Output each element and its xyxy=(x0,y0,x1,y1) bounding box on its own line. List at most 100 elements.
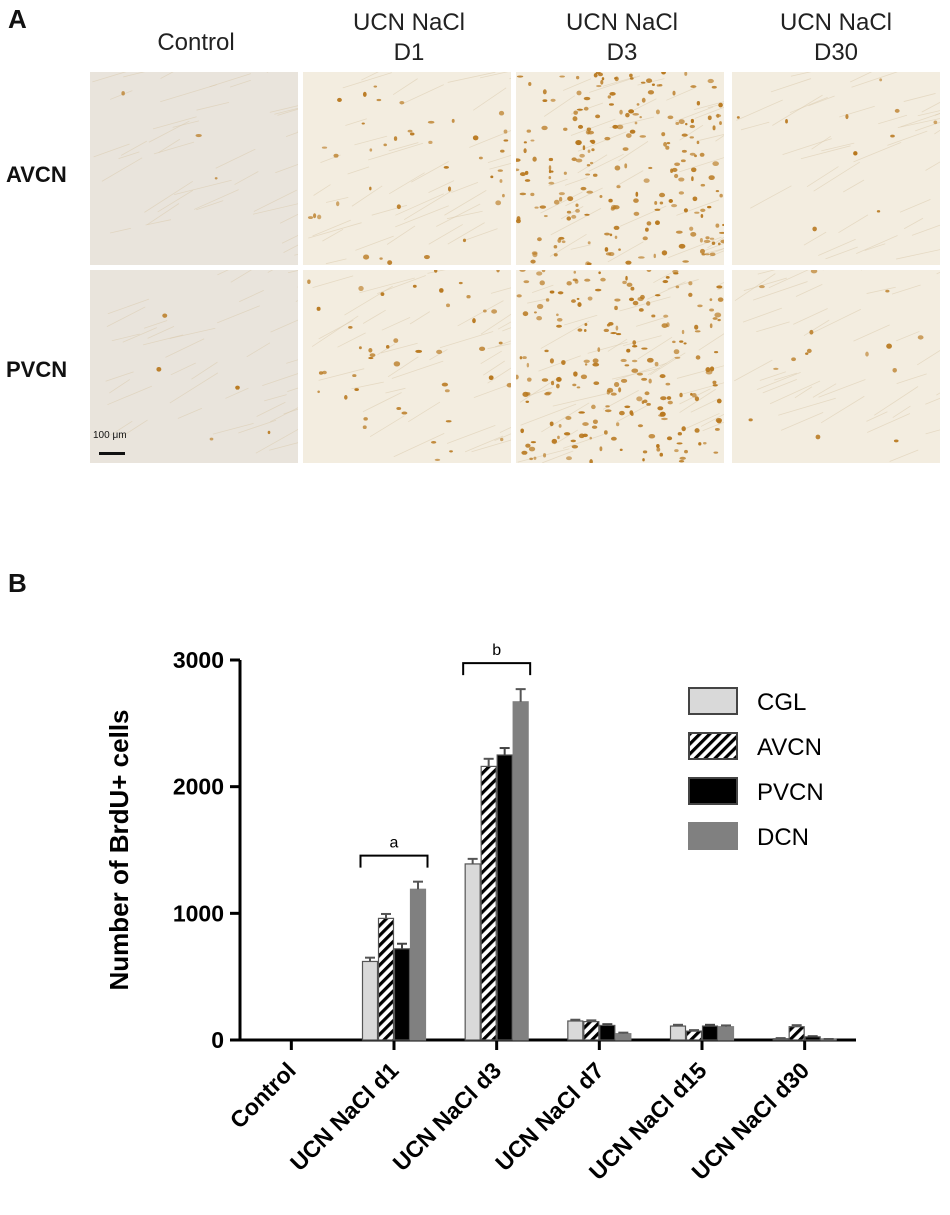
tissue-fiber xyxy=(342,72,392,89)
stained-cell xyxy=(322,370,327,375)
legend-label-pvcn: PVCN xyxy=(757,779,824,806)
stained-cell xyxy=(385,345,390,349)
micrograph-pvcn-d1 xyxy=(303,270,511,463)
stained-cell xyxy=(615,325,619,331)
tissue-fiber xyxy=(325,258,347,265)
stained-cell xyxy=(307,216,314,219)
stained-cell xyxy=(689,136,694,139)
stained-cell xyxy=(628,297,635,302)
tissue-fiber xyxy=(778,397,836,416)
tissue-fiber xyxy=(812,383,837,398)
stained-cell xyxy=(566,456,572,461)
stained-cell xyxy=(674,173,679,179)
tissue-fiber xyxy=(429,349,448,361)
stained-cell xyxy=(678,177,685,182)
stained-cell xyxy=(645,227,649,232)
stained-cell xyxy=(550,380,555,386)
stained-cell xyxy=(643,178,650,183)
stained-cell xyxy=(654,294,661,297)
stained-cell xyxy=(571,299,576,303)
stained-cell xyxy=(577,302,582,308)
stained-cell xyxy=(558,236,565,240)
stained-cell xyxy=(156,366,162,372)
tissue-fiber xyxy=(704,248,724,254)
bar-avcn xyxy=(788,1026,805,1041)
stained-cell xyxy=(571,157,577,162)
tissue-fiber xyxy=(588,153,624,172)
tissue-fiber xyxy=(277,108,298,116)
tissue-fiber xyxy=(147,325,175,339)
stained-cell xyxy=(584,363,588,366)
tissue-fiber xyxy=(497,321,511,330)
tissue-fiber xyxy=(538,355,581,372)
tissue-fiber xyxy=(480,350,502,365)
tissue-fiber xyxy=(676,365,724,379)
bar-cgl xyxy=(567,1020,584,1041)
stained-cell xyxy=(585,261,591,265)
tissue-fiber xyxy=(313,184,331,196)
tissue-fiber xyxy=(446,425,496,444)
tissue-fiber xyxy=(554,429,579,445)
tissue-fiber xyxy=(318,368,365,381)
stained-cell xyxy=(558,192,565,196)
tissue-fiber xyxy=(864,243,886,251)
stained-cell xyxy=(557,435,560,440)
stained-cell xyxy=(458,281,463,285)
tissue-fiber xyxy=(344,285,393,316)
stained-cell xyxy=(376,98,382,102)
stained-cell xyxy=(894,108,900,113)
tissue-fiber xyxy=(256,401,286,417)
tissue-fiber xyxy=(878,114,908,125)
stained-cell xyxy=(582,433,588,438)
stained-cell xyxy=(683,208,688,213)
tissue-fiber xyxy=(403,190,453,221)
tissue-fiber xyxy=(780,412,824,431)
stained-cell xyxy=(333,153,339,158)
stained-cell xyxy=(689,152,696,156)
tissue-fiber xyxy=(367,142,424,161)
tissue-fiber xyxy=(395,193,444,216)
stained-cell xyxy=(681,426,686,432)
stained-cell xyxy=(674,162,681,166)
stained-cell xyxy=(383,143,387,147)
tissue-fiber xyxy=(110,227,132,234)
stained-cell xyxy=(582,145,586,151)
tissue-fiber xyxy=(264,394,287,402)
stained-cell xyxy=(519,172,526,177)
stained-cell xyxy=(584,278,591,282)
stained-cell xyxy=(663,314,669,318)
stained-cell xyxy=(530,192,535,197)
stained-cell xyxy=(626,282,633,287)
stained-cell xyxy=(462,238,467,243)
stained-cell xyxy=(589,161,594,165)
stained-cell xyxy=(525,392,531,396)
tissue-fiber xyxy=(118,419,148,440)
tissue-fiber xyxy=(246,342,271,358)
tissue-fiber xyxy=(359,277,415,294)
tissue-fiber xyxy=(93,143,130,158)
stained-cell xyxy=(235,385,240,390)
stained-cell xyxy=(694,396,700,402)
micrograph-pvcn-d3 xyxy=(516,270,724,463)
stained-cell xyxy=(625,112,630,118)
stained-cell xyxy=(879,78,883,82)
stained-cell xyxy=(892,367,897,373)
tissue-fiber xyxy=(577,131,627,152)
stained-cell xyxy=(443,165,449,169)
tissue-fiber xyxy=(107,298,150,315)
stained-cell xyxy=(618,248,621,251)
stained-cell xyxy=(885,289,890,293)
tissue-fiber xyxy=(494,340,511,348)
stained-cell xyxy=(358,285,364,292)
stained-cell xyxy=(679,392,683,398)
tissue-fiber xyxy=(653,272,672,284)
stained-cell xyxy=(576,386,581,389)
micrograph-image xyxy=(90,72,298,265)
tissue-fiber xyxy=(867,413,911,433)
stained-cell xyxy=(694,324,699,330)
column-header-line1: UCN NaCl xyxy=(352,9,465,36)
tissue-fiber xyxy=(520,403,577,426)
tissue-fiber xyxy=(564,177,588,186)
stained-cell xyxy=(711,85,717,89)
tissue-fiber xyxy=(916,350,940,366)
